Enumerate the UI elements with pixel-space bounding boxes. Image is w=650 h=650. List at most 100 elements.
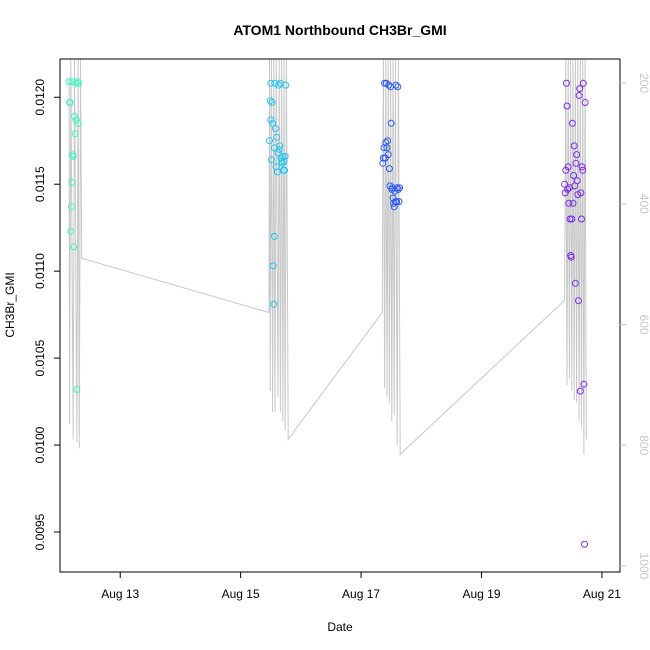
data-point: [568, 119, 576, 127]
x-tick-label: Aug 19: [462, 587, 500, 601]
data-point: [74, 78, 81, 86]
plot-frame: [59, 58, 621, 573]
data-point: [267, 116, 275, 124]
data-point: [389, 194, 397, 202]
y-tick-label: 0.0100: [33, 426, 47, 463]
data-point: [72, 79, 80, 87]
data-point: [74, 119, 82, 127]
data-point: [282, 81, 290, 89]
data-point: [561, 189, 569, 197]
data-point: [570, 172, 578, 179]
secondary-profile-line: [68, 58, 587, 456]
data-point: [393, 184, 401, 192]
data-point: [280, 158, 288, 166]
data-point: [276, 142, 284, 150]
data-point: [385, 165, 393, 173]
data-point: [274, 149, 282, 157]
data-point: [271, 79, 279, 87]
y-tick-label: 0.0105: [33, 339, 47, 376]
data-point: [69, 152, 77, 160]
data-point: [266, 137, 273, 145]
data-point: [576, 85, 584, 93]
data-point: [391, 187, 399, 195]
data-point: [272, 163, 280, 171]
data-point: [387, 119, 395, 127]
data-point: [383, 144, 391, 152]
data-point: [575, 297, 582, 305]
data-point: [384, 151, 392, 159]
data-point: [572, 159, 580, 167]
data-point: [577, 189, 585, 197]
data-point: [268, 99, 276, 106]
data-point: [576, 387, 584, 395]
y-tick-label: 0.0095: [33, 513, 47, 550]
data-point: [570, 142, 578, 150]
data-point: [68, 179, 76, 186]
data-point: [382, 139, 390, 146]
chart-title: ATOM1 Northbound CH3Br_GMI: [233, 22, 446, 38]
data-point: [67, 227, 75, 235]
data-point: [569, 199, 577, 207]
data-point: [66, 99, 74, 106]
data-point: [281, 166, 289, 174]
y-tick-label: 0.0120: [33, 79, 47, 116]
data-point: [269, 119, 277, 127]
data-point: [578, 215, 585, 223]
data-point: [562, 79, 570, 87]
data-point: [266, 97, 274, 105]
data-point: [281, 152, 289, 160]
data-point: [395, 198, 403, 206]
secondary-y-tick-label: 1000: [637, 553, 650, 580]
data-point: [70, 243, 78, 251]
data-point: [579, 166, 587, 174]
data-point: [396, 184, 404, 192]
x-tick-label: Aug 21: [583, 587, 621, 601]
data-point: [267, 156, 275, 164]
data-point: [392, 81, 400, 89]
x-axis-label: Date: [327, 620, 353, 634]
x-tick-label: Aug 13: [101, 587, 139, 601]
data-point: [275, 145, 283, 153]
data-point: [73, 385, 81, 393]
data-point: [575, 92, 583, 99]
secondary-y-tick-label: 600: [637, 315, 650, 335]
data-point: [573, 151, 581, 159]
data-point: [385, 81, 393, 89]
y-tick-label: 0.0110: [33, 253, 47, 289]
data-point: [278, 159, 286, 167]
data-point: [562, 166, 570, 174]
data-point: [568, 215, 576, 223]
data-point: [393, 198, 401, 206]
data-point: [564, 163, 572, 171]
data-point: [394, 185, 402, 193]
data-point: [270, 300, 278, 308]
data-point: [384, 137, 392, 145]
data-point: [275, 81, 283, 89]
data-point: [71, 130, 79, 138]
data-point: [67, 203, 75, 211]
data-point: [270, 232, 278, 240]
y-axis-label: CH3Br_GMI: [3, 272, 17, 337]
data-point: [573, 177, 581, 185]
secondary-y-tick-label: 400: [637, 194, 650, 214]
data-point: [581, 540, 588, 548]
secondary-y-tick-label: 200: [637, 73, 650, 93]
data-point: [579, 79, 587, 87]
data-point: [571, 279, 579, 287]
data-point: [273, 133, 281, 141]
data-point: [269, 262, 277, 270]
secondary-y-tick-label: 800: [637, 435, 650, 455]
data-point: [561, 180, 569, 188]
data-point: [272, 125, 280, 133]
data-point: [267, 79, 275, 87]
data-point: [71, 112, 78, 120]
data-point: [567, 253, 575, 261]
data-point: [581, 99, 589, 106]
data-point: [65, 78, 73, 86]
data-point: [563, 102, 571, 110]
data-point: [578, 163, 586, 171]
plot-area: Aug 13 Aug 15 Aug 17 Aug 19 Aug 21 0.0095 0.01…: [33, 58, 650, 601]
data-point: [75, 79, 83, 87]
x-tick-label: Aug 15: [222, 587, 260, 601]
